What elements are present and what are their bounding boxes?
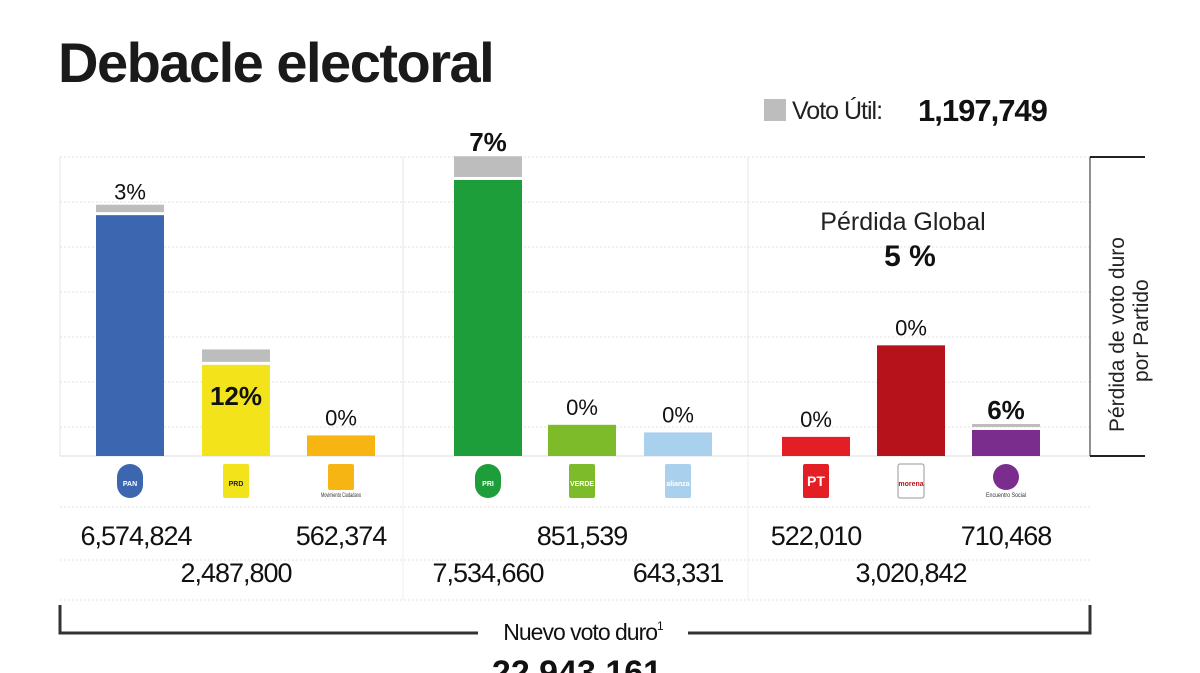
total-label-text: Nuevo voto duro — [503, 619, 657, 645]
side-label-line1: Pérdida de voto duro — [1106, 237, 1129, 432]
side-label-line2: por Partido — [1130, 279, 1153, 382]
party-logo-pt — [803, 464, 829, 498]
vote-value: 7,534,660 — [432, 558, 543, 588]
chart-title: Debacle electoral — [58, 31, 493, 94]
party-logo-text: VERDE — [570, 481, 594, 488]
loss-label: 7% — [469, 127, 507, 157]
party-logo-text: PRI — [482, 481, 494, 488]
total-label: Nuevo voto duro1 — [503, 619, 664, 645]
loss-label: 0% — [800, 407, 832, 432]
vote-value: 643,331 — [633, 558, 724, 588]
party-logo-text: alianza — [666, 481, 689, 488]
voto-util-segment — [972, 423, 1040, 427]
legend-label: Voto Útil: — [792, 96, 882, 125]
voto-util-segment — [454, 156, 522, 177]
bar-verde — [548, 424, 616, 456]
party-logo-pan — [117, 464, 143, 498]
party-logo-name: Encuentro Social — [986, 493, 1026, 499]
party-logo-movimiento-ciudadano — [328, 464, 354, 490]
loss-label: 0% — [325, 405, 357, 430]
vote-value: 710,468 — [961, 521, 1052, 551]
party-logo-name: Movimiento Ciudadano — [321, 493, 361, 499]
party-logo-text: PT — [807, 473, 825, 489]
party-logo-encuentro-social — [993, 464, 1019, 490]
vote-value: 3,020,842 — [855, 558, 966, 588]
vote-value: 2,487,800 — [180, 558, 291, 588]
party-logo-text: PAN — [123, 481, 137, 488]
bar-morena — [877, 345, 945, 456]
loss-label: 0% — [566, 395, 598, 420]
party-logo-pri — [475, 464, 501, 498]
vote-value: 6,574,824 — [80, 521, 192, 551]
bar-movimiento-ciudadano — [307, 435, 375, 456]
voto-util-segment — [202, 349, 270, 362]
party-logo-text: PRD — [229, 481, 244, 488]
party-logo-morena — [897, 463, 925, 499]
legend-swatch — [764, 99, 786, 121]
legend-value: 1,197,749 — [918, 93, 1048, 128]
bar-prd — [202, 364, 270, 456]
party-logo-prd — [223, 464, 249, 498]
vote-value: 562,374 — [296, 521, 388, 551]
party-logo-verde — [569, 464, 595, 498]
annotation-value: 5 % — [884, 240, 936, 273]
loss-label: 6% — [987, 395, 1025, 425]
loss-label: 12% — [210, 381, 262, 411]
loss-label: 3% — [114, 180, 146, 205]
bar-nueva-alianza — [644, 432, 712, 456]
total-bracket — [58, 605, 1092, 635]
party-logo-nueva-alianza — [665, 464, 691, 498]
loss-label: 0% — [895, 315, 927, 340]
total-superscript: 1 — [657, 619, 664, 633]
bar-encuentro-social — [972, 429, 1040, 456]
bar-pt — [782, 436, 850, 456]
party-logo-text: morena — [898, 481, 923, 488]
bar-pan — [96, 215, 164, 456]
annotation-label: Pérdida Global — [820, 208, 985, 236]
loss-label: 0% — [662, 402, 694, 427]
bars: 3% PAN 6,574,824 12% PRD 2,487,800 0% Movimient… — [80, 127, 1052, 588]
vote-value: 522,010 — [771, 521, 862, 551]
total-value: 22,943,161 — [492, 654, 662, 673]
vote-value: 851,539 — [537, 521, 628, 551]
bar-pri — [454, 180, 522, 456]
voto-util-segment — [96, 204, 164, 213]
